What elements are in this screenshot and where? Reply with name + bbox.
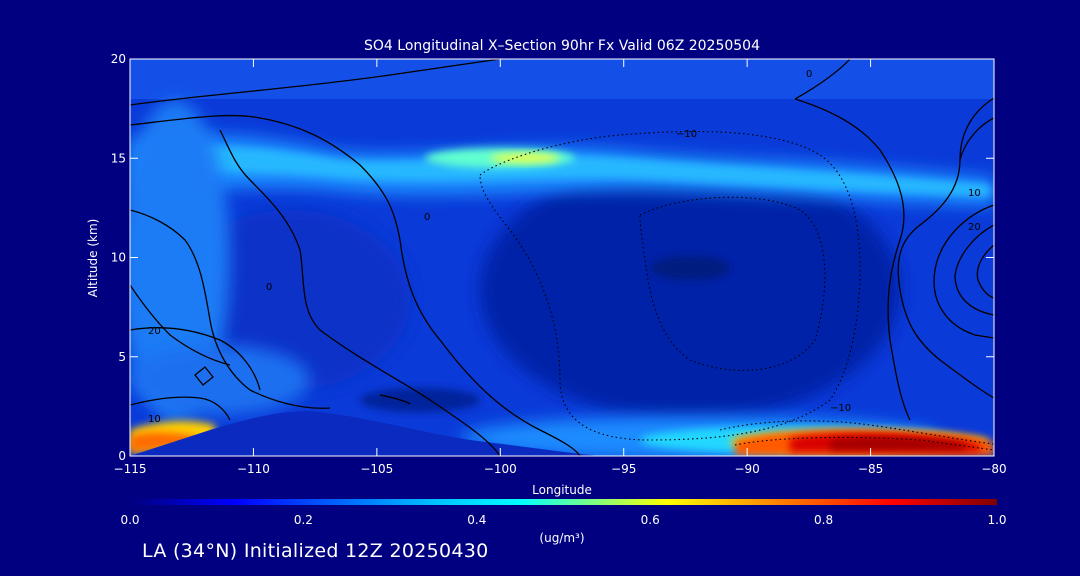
y-tick-label: 20 [111, 52, 126, 66]
y-tick-label: 5 [118, 350, 126, 364]
y-axis-label: Altitude (km) [86, 219, 100, 298]
x-tick-label: −105 [360, 462, 393, 476]
colorbar-units: (ug/m³) [539, 531, 584, 545]
x-tick-label: −85 [858, 462, 883, 476]
contour-label: 10 [968, 188, 981, 199]
colorbar-tick-label: 0.0 [120, 513, 139, 527]
colorbar-tick-label: 0.4 [467, 513, 486, 527]
contour-lines-dotted [479, 130, 994, 451]
y-tick-label: 0 [118, 449, 126, 463]
chart-title: SO4 Longitudinal X–Section 90hr Fx Valid… [364, 38, 760, 54]
colorbar-tick-label: 1.0 [987, 513, 1006, 527]
colorbar-tick-label: 0.8 [814, 513, 833, 527]
contour-label: 0 [806, 69, 812, 80]
x-tick-label: −90 [734, 462, 759, 476]
contour-label: −10 [830, 403, 851, 414]
x-axis-label: Longitude [532, 483, 592, 497]
contour-label: 20 [968, 222, 981, 233]
colorbar-tick-label: 0.2 [294, 513, 313, 527]
colorbar-ticks: 0.0 0.2 0.4 0.6 0.8 1.0 [120, 513, 1006, 527]
contour-label: −10 [676, 129, 697, 140]
y-tick-label: 10 [111, 251, 126, 265]
x-tick-label: −100 [484, 462, 517, 476]
heatmap-field [130, 59, 994, 456]
y-tick-label: 15 [111, 151, 126, 165]
contour-label: 0 [266, 282, 272, 293]
x-axis: −115 −110 −105 −100 −95 −90 −85 −80 [114, 59, 1007, 476]
contour-label: 0 [424, 212, 430, 223]
run-info: LA (34°N) Initialized 12Z 20250430 [142, 540, 489, 562]
colorbar-tick-label: 0.6 [641, 513, 660, 527]
x-tick-label: −110 [237, 462, 270, 476]
colorbar [130, 499, 997, 505]
contour-label: 20 [148, 326, 161, 337]
contour-label-group: −10 0 10 20 −10 0 10 0 20 [148, 69, 981, 425]
x-tick-label: −115 [114, 462, 147, 476]
x-tick-label: −80 [981, 462, 1006, 476]
y-axis: 0 5 10 15 20 [111, 52, 994, 463]
contour-label: 10 [148, 414, 161, 425]
contour-lines-solid [130, 59, 994, 456]
x-tick-label: −95 [611, 462, 636, 476]
